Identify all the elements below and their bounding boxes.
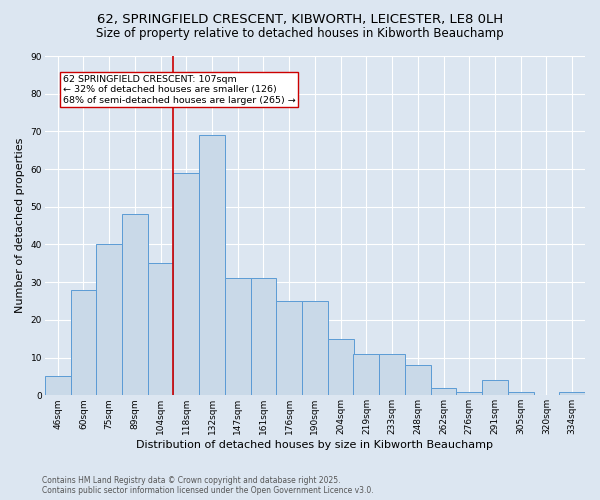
Text: Contains HM Land Registry data © Crown copyright and database right 2025.
Contai: Contains HM Land Registry data © Crown c… — [42, 476, 374, 495]
Bar — [122, 214, 148, 396]
Bar — [508, 392, 533, 396]
Bar — [251, 278, 277, 396]
Text: Size of property relative to detached houses in Kibworth Beauchamp: Size of property relative to detached ho… — [96, 28, 504, 40]
Bar — [559, 392, 585, 396]
Bar — [431, 388, 457, 396]
Bar — [457, 392, 482, 396]
Bar — [353, 354, 379, 396]
Y-axis label: Number of detached properties: Number of detached properties — [15, 138, 25, 314]
Bar — [277, 301, 302, 396]
Bar — [328, 338, 353, 396]
Text: 62 SPRINGFIELD CRESCENT: 107sqm
← 32% of detached houses are smaller (126)
68% o: 62 SPRINGFIELD CRESCENT: 107sqm ← 32% of… — [63, 75, 296, 104]
Bar — [405, 365, 431, 396]
Bar — [199, 135, 225, 396]
Bar — [71, 290, 96, 396]
Bar — [45, 376, 71, 396]
Bar — [379, 354, 405, 396]
Bar — [173, 173, 199, 396]
Bar — [96, 244, 122, 396]
Bar — [482, 380, 508, 396]
Bar — [225, 278, 251, 396]
Bar — [302, 301, 328, 396]
X-axis label: Distribution of detached houses by size in Kibworth Beauchamp: Distribution of detached houses by size … — [136, 440, 493, 450]
Text: 62, SPRINGFIELD CRESCENT, KIBWORTH, LEICESTER, LE8 0LH: 62, SPRINGFIELD CRESCENT, KIBWORTH, LEIC… — [97, 12, 503, 26]
Bar — [148, 264, 173, 396]
